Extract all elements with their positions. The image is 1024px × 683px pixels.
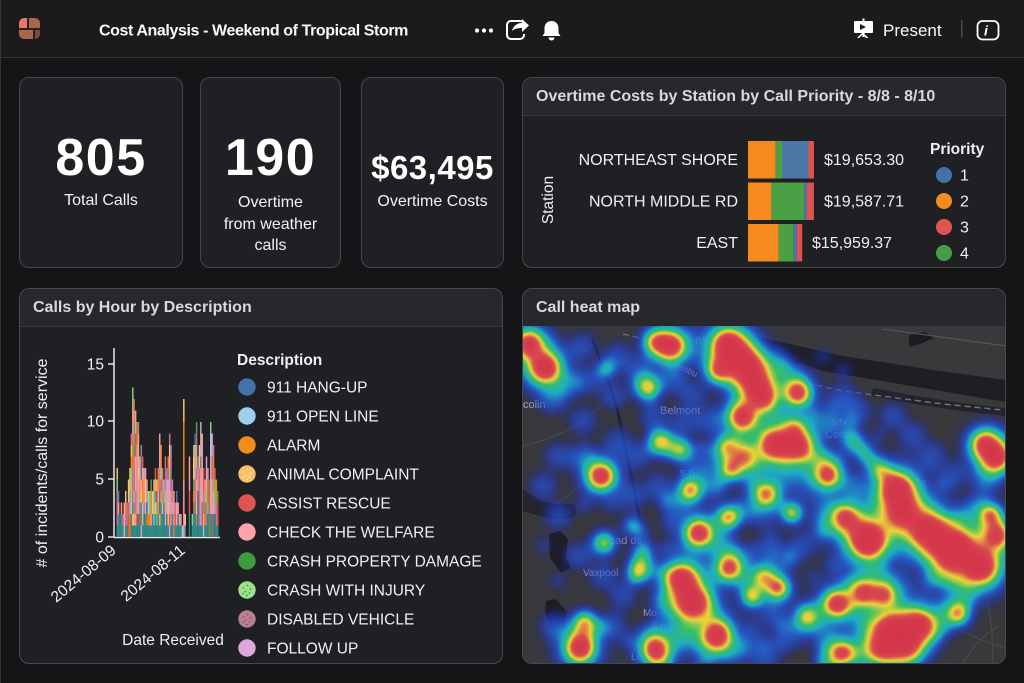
svg-text:Mo: Mo	[643, 608, 657, 619]
svg-text:Cost Analysis - Weekend of Tro: Cost Analysis - Weekend of Tropical Stor…	[99, 23, 408, 40]
svg-text:i: i	[984, 23, 989, 39]
svg-text:Present: Present	[883, 21, 942, 40]
